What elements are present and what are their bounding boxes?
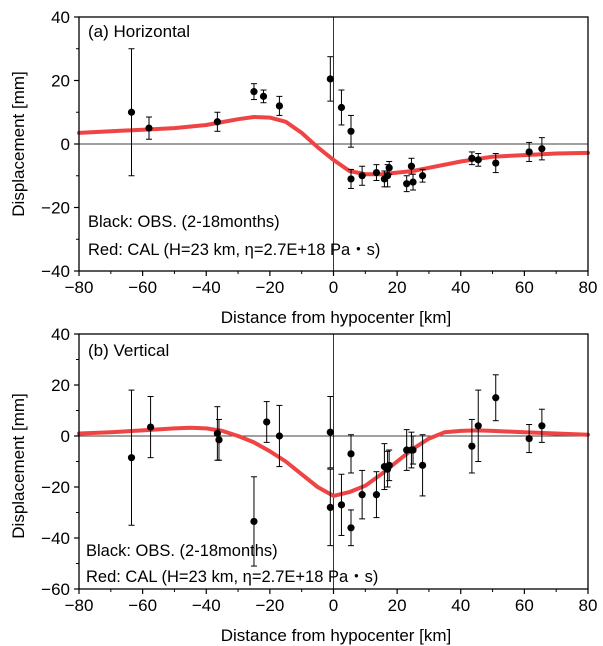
data-point <box>385 461 393 469</box>
data-point <box>358 491 366 499</box>
x-axis-label: Distance from hypocenter [km] <box>221 308 452 327</box>
data-point <box>385 164 393 172</box>
data-point <box>326 503 334 511</box>
data-point <box>407 162 416 170</box>
data-point <box>418 461 427 469</box>
x-tick-label: 80 <box>579 596 598 615</box>
y-tick-label: −40 <box>41 529 70 548</box>
x-tick-label: −80 <box>65 278 94 297</box>
data-point <box>409 446 417 454</box>
y-tick-label: 0 <box>61 135 70 154</box>
data-point <box>263 418 271 426</box>
data-point <box>250 88 258 96</box>
y-tick-label: 20 <box>51 376 70 395</box>
y-tick-label: −60 <box>41 580 70 599</box>
data-point <box>538 422 546 430</box>
annotation-obs: Black: OBS. (2-18months) <box>86 542 278 560</box>
x-tick-label: −60 <box>128 278 157 297</box>
data-point <box>259 92 268 100</box>
data-point <box>347 450 355 458</box>
y-tick-label: 0 <box>61 427 70 446</box>
annotation-cal: Red: CAL (H=23 km, η=2.7E+18 Pa・s) <box>88 241 380 259</box>
x-tick-label: −20 <box>255 278 284 297</box>
data-point <box>418 172 427 180</box>
data-point <box>213 118 221 126</box>
data-point <box>474 156 482 164</box>
y-tick-label: 20 <box>51 72 70 91</box>
data-point <box>403 180 411 188</box>
x-tick-label: 60 <box>515 596 534 615</box>
data-point <box>145 124 153 132</box>
annotation-obs: Black: OBS. (2-18months) <box>88 213 280 231</box>
x-tick-label: 20 <box>388 278 407 297</box>
data-point <box>474 422 482 430</box>
y-tick-label: −40 <box>41 262 70 281</box>
data-point <box>468 154 476 162</box>
data-point <box>347 127 355 135</box>
data-point <box>372 168 381 177</box>
data-point <box>213 429 221 438</box>
x-tick-label: 40 <box>451 278 470 297</box>
x-axis-label: Distance from hypocenter [km] <box>221 626 452 645</box>
panel-label: (a) Horizontal <box>88 22 190 41</box>
data-point <box>337 501 346 509</box>
y-tick-label: 40 <box>51 325 70 344</box>
data-point <box>275 432 284 440</box>
x-tick-label: 40 <box>451 596 470 615</box>
data-point <box>358 172 366 180</box>
data-point <box>468 442 476 450</box>
data-point <box>383 172 392 180</box>
x-tick-label: −20 <box>255 596 284 615</box>
data-point <box>372 491 381 499</box>
data-point <box>492 394 500 402</box>
data-point <box>275 102 284 110</box>
data-point <box>146 423 155 431</box>
data-point <box>326 75 334 83</box>
data-point <box>492 159 500 167</box>
data-point <box>127 108 136 116</box>
x-tick-label: 0 <box>329 278 338 297</box>
x-tick-label: 80 <box>579 278 598 297</box>
data-point <box>347 175 355 183</box>
data-point <box>250 517 258 526</box>
y-axis-label: Displacement [mm] <box>9 71 28 216</box>
y-axis-label: Displacement [mm] <box>9 393 28 538</box>
annotation-cal: Red: CAL (H=23 km, η=2.7E+18 Pa・s) <box>86 568 378 586</box>
data-point <box>347 524 355 532</box>
y-tick-label: −20 <box>41 478 70 497</box>
data-point <box>127 454 136 462</box>
x-tick-label: −80 <box>65 596 94 615</box>
data-point <box>326 428 334 436</box>
data-point <box>337 103 346 112</box>
data-point <box>525 434 533 443</box>
data-point <box>215 436 223 444</box>
y-tick-label: −20 <box>41 199 70 218</box>
data-point <box>525 148 533 156</box>
x-tick-label: −40 <box>192 596 221 615</box>
x-tick-label: 60 <box>515 278 534 297</box>
panel-vertical: Displacement [mm] Distance from hypocent… <box>9 325 597 645</box>
x-tick-label: 20 <box>388 596 407 615</box>
data-point <box>409 178 417 186</box>
y-tick-label: 40 <box>51 8 70 27</box>
x-tick-label: −40 <box>192 278 221 297</box>
x-tick-label: 0 <box>329 596 338 615</box>
panel-label: (b) Vertical <box>88 341 169 360</box>
data-point <box>538 145 546 153</box>
panel-horizontal: Displacement [mm] Distance from hypocent… <box>9 8 597 327</box>
x-tick-label: −60 <box>128 596 157 615</box>
